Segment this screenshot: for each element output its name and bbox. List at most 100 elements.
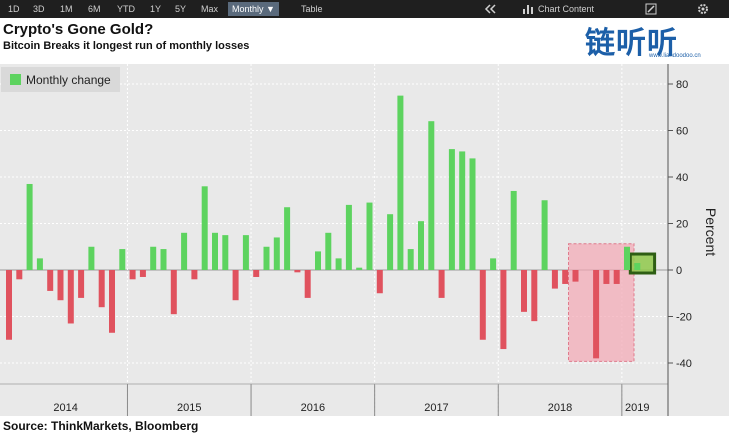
frequency-dropdown[interactable]: Monthly ▼	[228, 2, 279, 16]
range-3d-button[interactable]: 3D	[33, 4, 45, 14]
year-label: 2019	[625, 402, 649, 414]
range-5y-button[interactable]: 5Y	[175, 4, 187, 14]
annotation-box-losses	[568, 243, 635, 362]
bar	[253, 270, 260, 277]
bar	[242, 235, 249, 270]
bar	[16, 270, 23, 280]
bar	[438, 270, 445, 298]
bar	[160, 249, 167, 270]
bar	[572, 270, 579, 282]
bar	[345, 204, 352, 270]
bar	[624, 246, 630, 270]
bar	[294, 270, 301, 273]
bar	[634, 263, 641, 270]
range-6m-button[interactable]: 6M	[88, 4, 101, 14]
bar	[98, 270, 105, 308]
bar	[47, 270, 54, 291]
y-tick-label: -20	[676, 312, 692, 324]
y-tick-label: -40	[676, 358, 692, 370]
range-max-button[interactable]: Max	[201, 4, 219, 14]
bar	[67, 270, 74, 324]
bar	[129, 270, 136, 280]
annotation-box-gains	[628, 252, 657, 275]
bar	[222, 235, 229, 270]
chart-subtitle: Bitcoin Breaks it longest run of monthly…	[3, 40, 250, 52]
bar	[181, 232, 188, 270]
bar	[448, 149, 455, 270]
year-label: 2016	[301, 402, 325, 414]
gear-icon[interactable]	[697, 3, 709, 17]
bar	[397, 95, 404, 270]
chart-bars-icon	[522, 3, 534, 17]
bar	[562, 270, 569, 284]
source-note: Source: ThinkMarkets, Bloomberg	[3, 419, 199, 433]
bar	[428, 121, 435, 270]
bar	[304, 270, 311, 298]
chart-content-button[interactable]: Chart Content	[538, 4, 595, 14]
year-label: 2015	[177, 402, 201, 414]
y-tick-label: 40	[676, 172, 688, 184]
pencil-icon[interactable]	[645, 3, 657, 17]
bar	[459, 151, 466, 270]
bar	[500, 270, 507, 350]
bar	[490, 258, 497, 270]
bar	[109, 270, 115, 333]
logo-text: 链听听	[585, 26, 678, 61]
bar	[36, 258, 43, 270]
y-tick-label: 80	[676, 79, 688, 91]
bar	[284, 207, 291, 270]
y-axis-label: Percent	[703, 207, 719, 257]
bar	[613, 270, 620, 284]
year-label: 2018	[548, 402, 572, 414]
bar	[26, 183, 33, 270]
bar	[541, 200, 548, 270]
year-axis-band	[0, 384, 668, 416]
bar	[232, 270, 239, 301]
watermark-logo: 链听听 www.liandoodoo.cn	[585, 18, 715, 62]
bar	[201, 186, 208, 270]
bar	[531, 270, 538, 322]
legend-swatch	[10, 74, 21, 85]
y-tick-label: 60	[676, 126, 688, 138]
range-1d-button[interactable]: 1D	[8, 4, 20, 14]
year-label: 2014	[53, 402, 77, 414]
bar	[356, 267, 363, 270]
y-tick-label: 0	[676, 265, 682, 277]
bar	[263, 246, 270, 270]
bar	[407, 249, 414, 270]
bar	[119, 249, 126, 270]
legend: Monthly change	[1, 67, 120, 92]
bar	[593, 270, 600, 359]
bar	[191, 270, 198, 280]
bar	[78, 270, 85, 298]
legend-label: Monthly change	[26, 73, 111, 87]
bar	[510, 190, 517, 270]
bar	[212, 232, 218, 270]
bar	[315, 251, 321, 270]
bar	[418, 221, 424, 270]
bar	[139, 270, 146, 277]
bar	[479, 270, 486, 340]
chart-toolbar: 1D 3D 1M 6M YTD 1Y 5Y Max Monthly ▼ Tabl…	[0, 0, 729, 18]
bar	[57, 270, 64, 301]
y-tick-label: 20	[676, 219, 688, 231]
double-chevron-left-icon[interactable]	[484, 3, 496, 17]
bar	[387, 214, 394, 270]
bar	[469, 158, 476, 270]
bar	[150, 246, 157, 270]
bar	[325, 232, 332, 270]
logo-url: www.liandoodoo.cn	[649, 53, 701, 59]
bar	[170, 270, 177, 315]
table-button[interactable]: Table	[301, 4, 323, 14]
range-1m-button[interactable]: 1M	[60, 4, 73, 14]
bar	[521, 270, 527, 312]
bar	[335, 258, 342, 270]
range-1y-button[interactable]: 1Y	[150, 4, 162, 14]
bar	[376, 270, 383, 294]
bar	[551, 270, 558, 289]
bar	[273, 237, 280, 270]
bar	[6, 270, 12, 340]
range-ytd-button[interactable]: YTD	[117, 4, 135, 14]
year-label: 2017	[424, 402, 448, 414]
